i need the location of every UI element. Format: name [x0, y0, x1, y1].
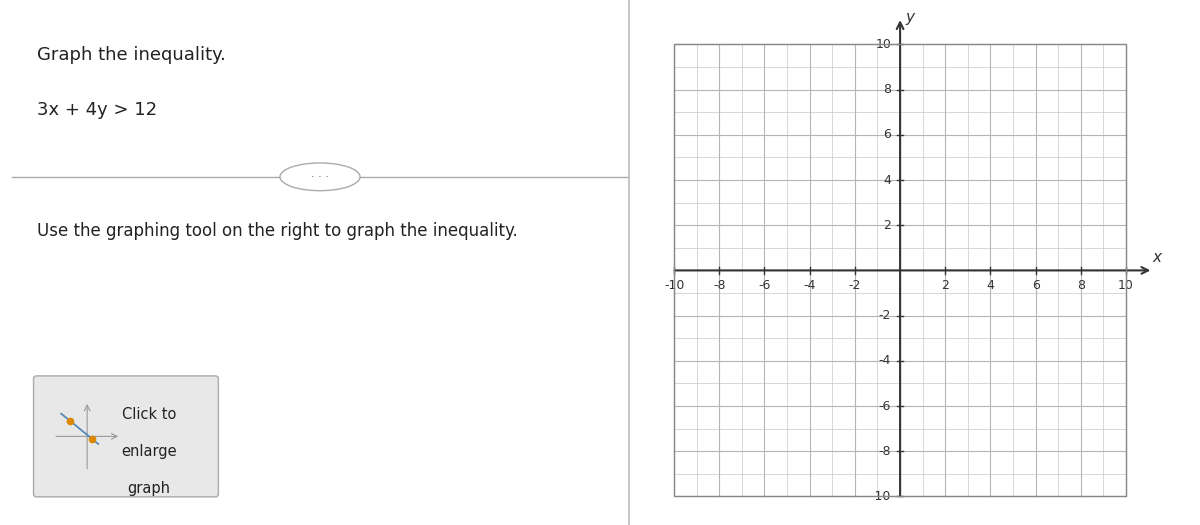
Text: Graph the inequality.: Graph the inequality.: [37, 46, 226, 64]
Text: -2: -2: [848, 279, 862, 292]
Text: 4: 4: [883, 173, 892, 186]
Text: Use the graphing tool on the right to graph the inequality.: Use the graphing tool on the right to gr…: [37, 222, 517, 240]
Text: -6: -6: [758, 279, 770, 292]
Text: 10: 10: [875, 38, 892, 51]
Text: graph: graph: [127, 481, 170, 496]
Text: 2: 2: [941, 279, 949, 292]
Text: 3x + 4y > 12: 3x + 4y > 12: [37, 101, 157, 119]
Text: 8: 8: [883, 83, 892, 96]
Text: Click to: Click to: [122, 407, 176, 423]
Text: -8: -8: [878, 445, 892, 458]
Bar: [674, 45, 1126, 497]
Text: enlarge: enlarge: [121, 444, 176, 459]
Text: 6: 6: [883, 128, 892, 141]
Text: 4: 4: [986, 279, 995, 292]
Text: 8: 8: [1076, 279, 1085, 292]
Text: -10: -10: [664, 279, 684, 292]
Text: -4: -4: [878, 354, 892, 367]
Text: -10: -10: [871, 490, 892, 503]
Text: 10: 10: [1118, 279, 1134, 292]
Text: -4: -4: [804, 279, 816, 292]
Text: 6: 6: [1032, 279, 1039, 292]
Text: 2: 2: [883, 219, 892, 232]
Text: x: x: [1152, 250, 1162, 265]
Text: · · ·: · · ·: [311, 172, 329, 182]
Text: -6: -6: [878, 400, 892, 413]
Text: y: y: [906, 10, 914, 25]
Ellipse shape: [280, 163, 360, 191]
Text: -2: -2: [878, 309, 892, 322]
Text: -8: -8: [713, 279, 726, 292]
FancyBboxPatch shape: [34, 376, 218, 497]
